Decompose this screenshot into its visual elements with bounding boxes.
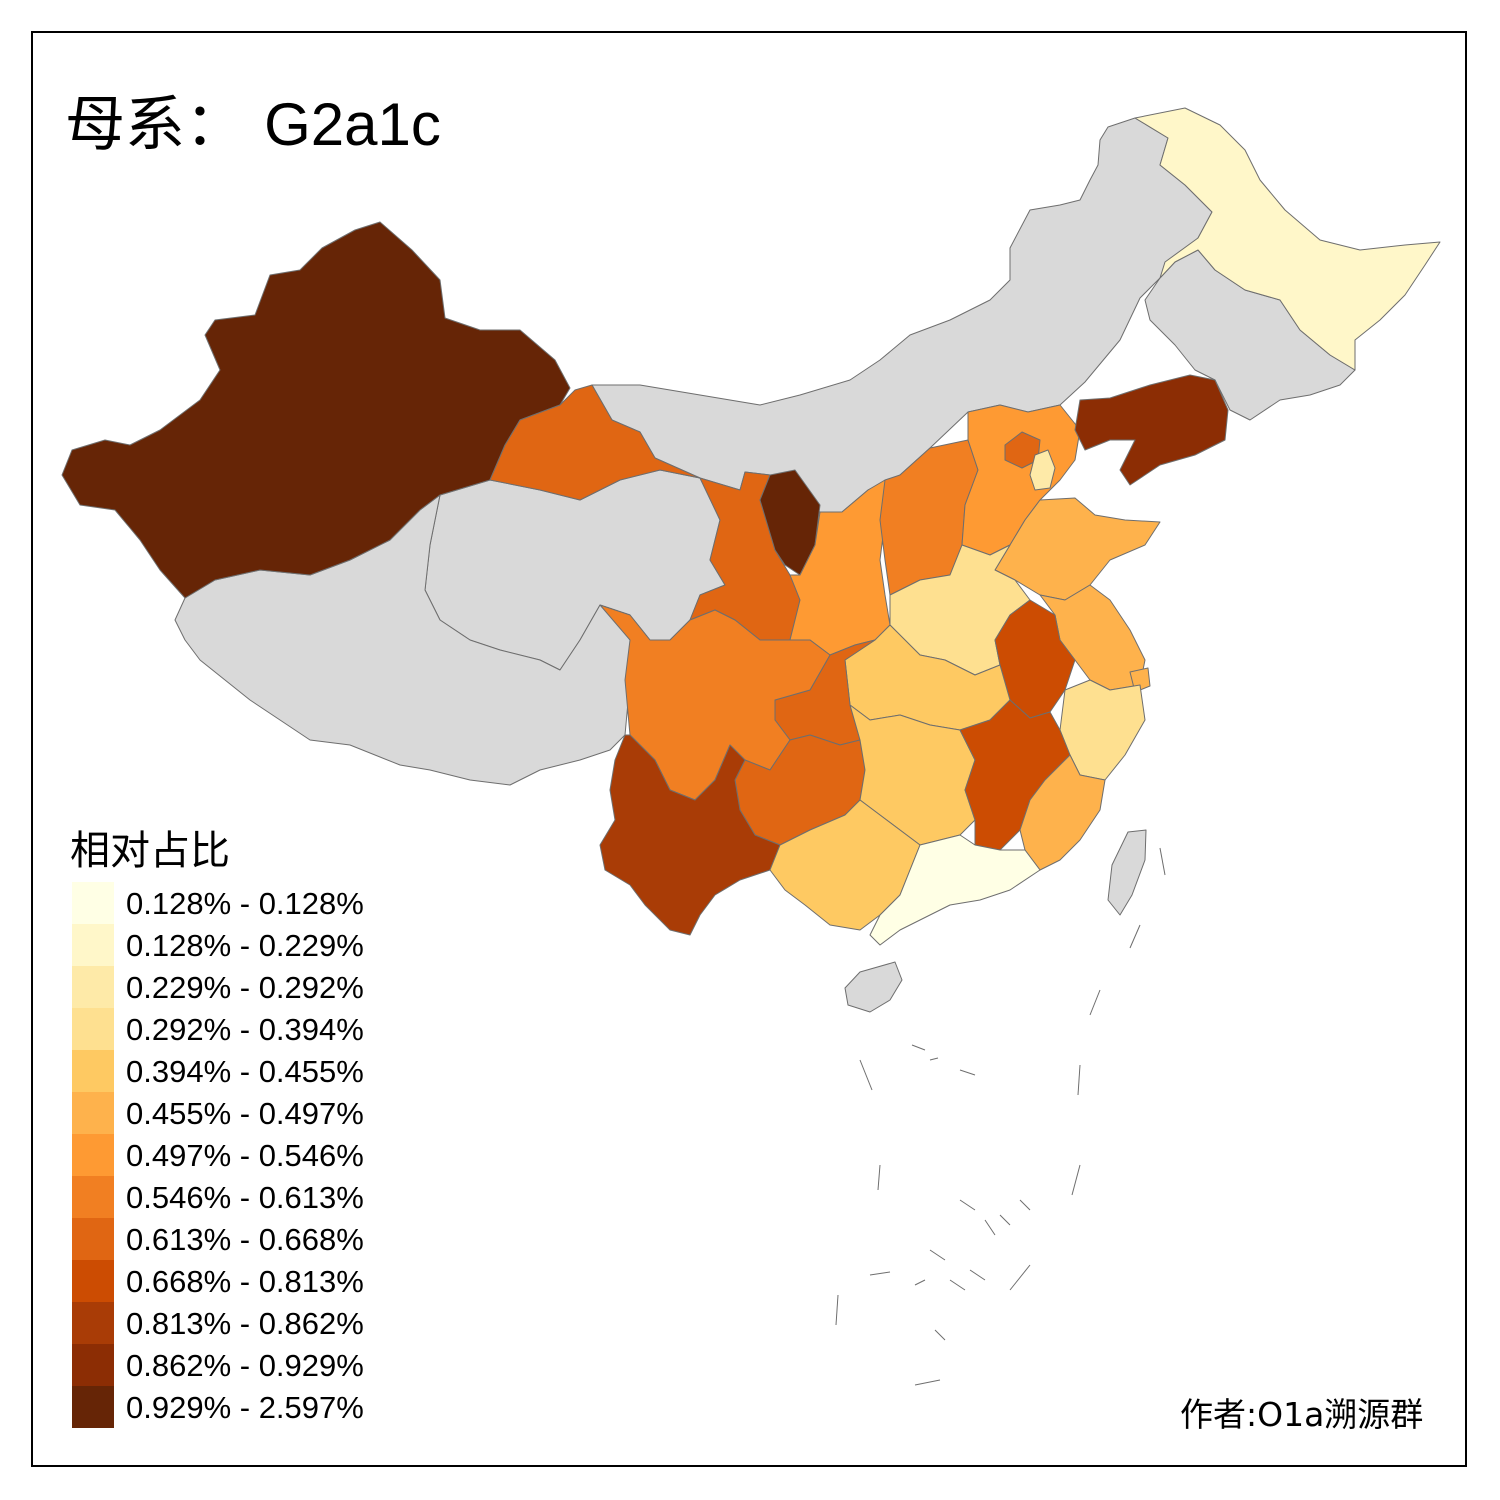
legend-swatch xyxy=(72,1344,114,1386)
legend-swatch xyxy=(72,1176,114,1218)
legend-label: 0.546% - 0.613% xyxy=(126,1180,364,1215)
legend-label: 0.813% - 0.862% xyxy=(126,1306,364,1341)
legend-swatch xyxy=(72,966,114,1008)
legend-label: 0.292% - 0.394% xyxy=(126,1012,364,1047)
legend-label: 0.455% - 0.497% xyxy=(126,1096,364,1131)
region-hainan xyxy=(844,961,903,1013)
legend-swatch xyxy=(72,924,114,966)
legend-label: 0.668% - 0.813% xyxy=(126,1264,364,1299)
legend-swatch xyxy=(72,1050,114,1092)
legend-label: 0.929% - 2.597% xyxy=(126,1390,364,1425)
legend-item: 0.929% - 2.597% xyxy=(72,1386,402,1428)
legend-label: 0.862% - 0.929% xyxy=(126,1348,364,1383)
legend-swatch xyxy=(72,1218,114,1260)
legend-item: 0.455% - 0.497% xyxy=(72,1092,402,1134)
legend-item: 0.229% - 0.292% xyxy=(72,966,402,1008)
legend-item: 0.862% - 0.929% xyxy=(72,1344,402,1386)
title-prefix: 母系： xyxy=(65,90,245,160)
legend-label: 0.497% - 0.546% xyxy=(126,1138,364,1173)
author-credit: 作者:O1a溯源群 xyxy=(1180,1395,1424,1434)
region-guangdong xyxy=(869,834,1041,946)
region-shandong xyxy=(994,497,1161,601)
legend-swatch xyxy=(72,1092,114,1134)
south-sea-islands xyxy=(835,847,1166,1386)
legend-swatch xyxy=(72,1008,114,1050)
region-fujian xyxy=(1019,754,1106,871)
legend-item: 0.128% - 0.128% xyxy=(72,882,402,924)
legend-label: 0.229% - 0.292% xyxy=(126,970,364,1005)
region-inner-mongolia xyxy=(591,117,1213,513)
legend-item: 0.128% - 0.229% xyxy=(72,924,402,966)
region-yunnan xyxy=(599,734,781,936)
legend-label: 0.128% - 0.128% xyxy=(126,886,364,921)
map-frame xyxy=(31,31,1467,1467)
legend-item: 0.497% - 0.546% xyxy=(72,1134,402,1176)
legend-item: 0.668% - 0.813% xyxy=(72,1260,402,1302)
haplogroup-name: G2a1c xyxy=(264,91,441,158)
legend-label: 0.394% - 0.455% xyxy=(126,1054,364,1089)
legend-item: 0.613% - 0.668% xyxy=(72,1218,402,1260)
legend-item: 0.813% - 0.862% xyxy=(72,1302,402,1344)
legend-label: 0.128% - 0.229% xyxy=(126,928,364,963)
region-gansu-west xyxy=(489,384,701,501)
legend-swatch xyxy=(72,1302,114,1344)
legend-swatch xyxy=(72,1134,114,1176)
region-heilongjiang xyxy=(1134,107,1441,371)
legend-label: 0.613% - 0.668% xyxy=(126,1222,364,1257)
legend-swatch xyxy=(72,1386,114,1428)
legend-item: 0.546% - 0.613% xyxy=(72,1176,402,1218)
legend-swatch xyxy=(72,882,114,924)
region-liaoning xyxy=(1074,374,1229,486)
region-taiwan xyxy=(1107,829,1147,916)
legend-swatch xyxy=(72,1260,114,1302)
map-title: 母系： G2a1c xyxy=(65,76,441,163)
legend-item: 0.292% - 0.394% xyxy=(72,1008,402,1050)
region-xinjiang xyxy=(61,221,571,599)
region-tianjin xyxy=(1029,449,1056,491)
legend-item: 0.394% - 0.455% xyxy=(72,1050,402,1092)
legend-title: 相对占比 xyxy=(70,828,230,874)
